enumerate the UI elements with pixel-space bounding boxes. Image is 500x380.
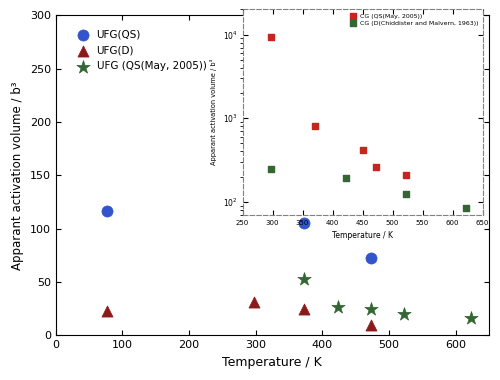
CG (D(Chiddister and Malvern, 1963)) [342,176,350,182]
X-axis label: Temperature / K: Temperature / K [222,356,322,369]
UFG(QS) [103,207,111,214]
UFG (QS(May, 2005)) [250,205,258,211]
UFG(D) [250,299,258,306]
UFG (QS(May, 2005)) [467,315,475,321]
UFG(D) [300,306,308,312]
Legend: UFG(QS), UFG(D), UFG (QS(May, 2005)): UFG(QS), UFG(D), UFG (QS(May, 2005)) [70,27,209,74]
X-axis label: Temperature / K: Temperature / K [332,231,393,240]
UFG (QS(May, 2005)) [300,276,308,282]
Y-axis label: Apparant activation volume / b³: Apparant activation volume / b³ [210,59,217,165]
Y-axis label: Apparant activation volume / b³: Apparant activation volume / b³ [11,81,24,269]
CG (QS(May, 2005)) [268,33,276,40]
CG (D(Chiddister and Malvern, 1963)) [402,191,410,197]
CG (QS(May, 2005)) [358,147,366,153]
UFG (QS(May, 2005)) [400,311,408,317]
CG (D(Chiddister and Malvern, 1963)) [268,165,276,171]
Legend: CG (QS(May, 2005)), CG (D(Chiddister and Malvern, 1963)): CG (QS(May, 2005)), CG (D(Chiddister and… [346,13,480,27]
CG (QS(May, 2005)) [310,123,318,129]
UFG (QS(May, 2005)) [334,304,342,310]
CG (D(Chiddister and Malvern, 1963)) [462,204,470,211]
UFG(D) [103,308,111,314]
CG (QS(May, 2005)) [372,164,380,170]
UFG(QS) [367,255,375,261]
UFG(QS) [250,176,258,182]
UFG (QS(May, 2005)) [367,306,375,312]
CG (QS(May, 2005)) [402,172,410,178]
UFG(QS) [300,220,308,226]
UFG(D) [367,322,375,328]
